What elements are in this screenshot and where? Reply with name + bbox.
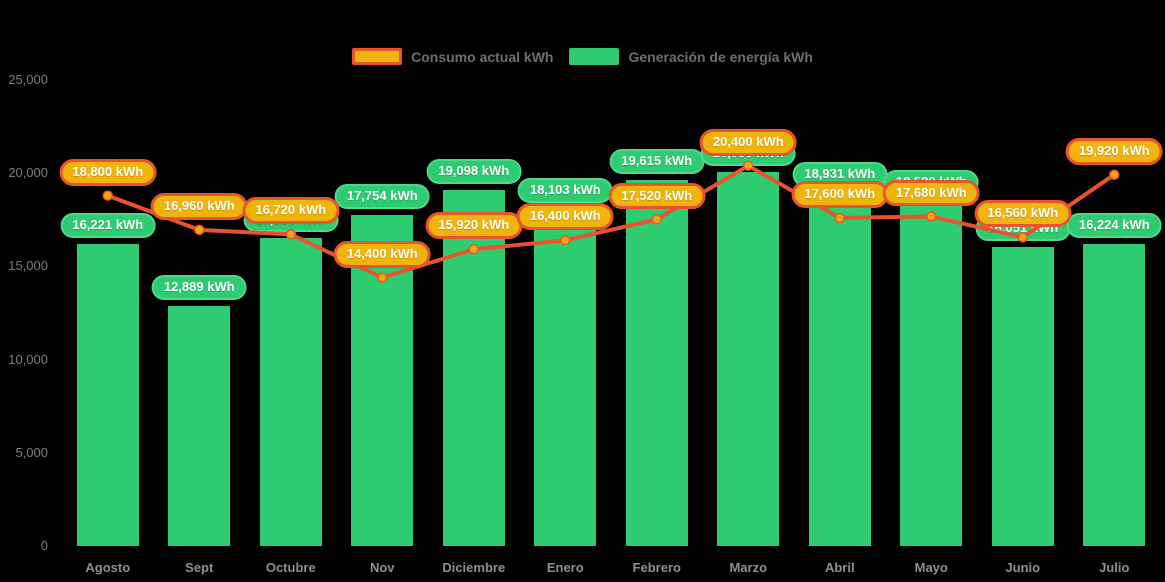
generation-value-label: 17,754 kWh: [334, 184, 430, 210]
consumption-point: [102, 190, 113, 201]
x-axis-label: Julio: [1099, 560, 1130, 575]
generation-bar: [717, 172, 780, 546]
consumption-value-label: 14,400 kWh: [333, 240, 431, 268]
y-axis-tick-label: 5,000: [15, 444, 48, 460]
consumption-value-label: 17,680 kWh: [882, 179, 980, 207]
x-axis-label: Marzo: [729, 560, 768, 575]
x-axis-label: Enero: [546, 560, 584, 575]
generation-value-label: 16,224 kWh: [1066, 212, 1162, 238]
consumption-point: [194, 224, 205, 236]
x-axis-label: Diciembre: [442, 560, 506, 575]
legend-item-generacion[interactable]: Generación de energía kWh: [569, 48, 813, 65]
generation-bar: [808, 193, 871, 546]
consumption-value-label: 16,560 kWh: [974, 200, 1072, 228]
consumption-value-label: 16,720 kWh: [242, 197, 340, 225]
generacion-legend-label: Generación de energía kWh: [628, 48, 813, 65]
generation-bar: [534, 208, 597, 546]
generation-bar: [625, 180, 688, 546]
consumption-value-label: 15,920 kWh: [425, 212, 523, 240]
legend: Consumo actual kWh Generación de energía…: [0, 48, 1165, 65]
consumption-value-label: 17,520 kWh: [608, 182, 706, 210]
x-axis-label: Abril: [824, 560, 855, 575]
y-axis-tick-label: 10,000: [8, 351, 48, 367]
generation-value-label: 19,615 kWh: [609, 149, 705, 175]
x-axis-label: Agosto: [85, 560, 131, 575]
generation-value-label: 19,098 kWh: [426, 159, 522, 185]
y-axis-tick-label: 15,000: [8, 258, 48, 274]
y-axis-tick-label: 25,000: [8, 72, 48, 87]
consumption-value-label: 16,960 kWh: [150, 192, 248, 220]
consumption-value-label: 20,400 kWh: [699, 128, 797, 156]
generation-bar: [442, 190, 505, 546]
legend-item-consumo[interactable]: Consumo actual kWh: [352, 48, 553, 65]
generation-bar: [991, 246, 1054, 546]
x-axis-label: Sept: [185, 560, 214, 575]
x-axis-label: Mayo: [914, 560, 948, 575]
x-axis-label: Febrero: [632, 560, 681, 575]
consumo-legend-swatch: [352, 48, 403, 65]
y-axis-tick-label: 0: [40, 538, 48, 553]
consumption-value-label: 17,600 kWh: [791, 181, 889, 208]
generation-bar: [1083, 243, 1146, 546]
generacion-legend-swatch: [569, 48, 620, 65]
x-axis-label: Octubre: [265, 560, 316, 575]
generation-bar: [168, 305, 231, 546]
consumption-value-label: 19,920 kWh: [1065, 137, 1163, 165]
generation-bar: [900, 200, 963, 546]
consumo-legend-label: Consumo actual kWh: [411, 48, 554, 65]
generation-value-label: 12,889 kWh: [151, 274, 247, 300]
x-axis-label: Junio: [1005, 560, 1041, 575]
y-axis-tick-label: 20,000: [8, 165, 48, 181]
generation-value-label: 18,103 kWh: [517, 177, 613, 203]
generation-bar: [76, 243, 139, 546]
x-axis-label: Nov: [369, 560, 395, 575]
generation-bar: [259, 238, 322, 546]
generation-value-label: 16,221 kWh: [60, 212, 156, 238]
consumption-point: [1109, 169, 1120, 180]
consumption-value-label: 18,800 kWh: [59, 158, 157, 186]
consumption-value-label: 16,400 kWh: [516, 203, 614, 231]
